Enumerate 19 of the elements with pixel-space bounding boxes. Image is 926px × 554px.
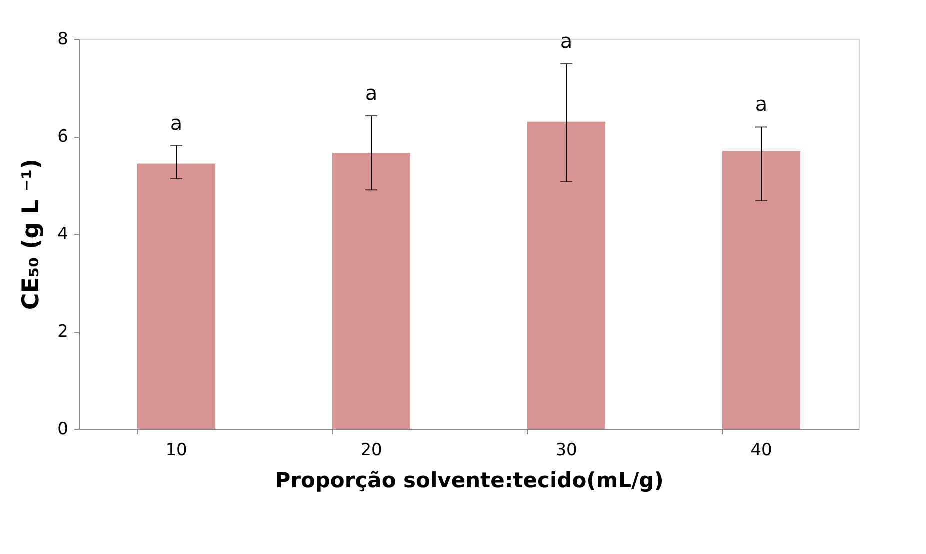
bar [528,122,606,429]
annotation: a [170,110,183,135]
x-tick-label: 20 [360,440,382,460]
bar [332,153,410,429]
y-tick-label: 6 [58,127,68,147]
x-tick-label: 10 [166,440,188,460]
y-tick-label: 4 [58,224,68,244]
bar [138,164,216,429]
annotation: a [755,92,768,116]
y-tick-label: 2 [58,322,68,342]
x-axis-title: Proporção solvente:tecido(mL/g) [275,468,664,492]
y-tick-label: 0 [58,420,68,440]
x-tick-label: 30 [556,440,578,460]
annotation: a [560,28,573,53]
annotation: a [365,81,378,106]
y-axis-title: CE₅₀ (g L ⁻¹) [18,158,45,310]
x-tick-label: 40 [750,440,772,460]
y-tick-label: 8 [58,30,68,50]
bar [722,151,800,429]
